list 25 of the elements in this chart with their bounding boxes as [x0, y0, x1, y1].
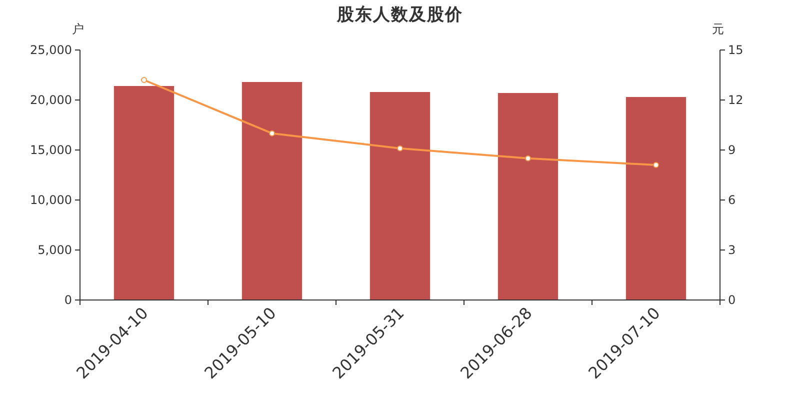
y-tick-label: 5,000 — [38, 243, 72, 257]
y2-tick-label: 9 — [728, 143, 736, 157]
point — [525, 155, 531, 162]
y-tick-label: 10,000 — [30, 193, 72, 207]
y-tick-label: 25,000 — [30, 43, 72, 57]
chart-title: 股东人数及股价 — [336, 5, 463, 25]
bar — [370, 92, 430, 300]
y2-tick-label: 0 — [728, 293, 736, 307]
y2-tick-label: 3 — [728, 243, 736, 257]
point — [269, 130, 275, 136]
y2-tick-label: 12 — [728, 93, 744, 107]
y2-axis-title: 元 — [712, 22, 724, 36]
y-tick-label: 20,000 — [30, 93, 72, 107]
bar — [498, 93, 558, 300]
y-axis-title: 户 — [72, 22, 84, 36]
bar — [242, 82, 302, 300]
y-tick-label: 0 — [64, 293, 72, 307]
point — [653, 162, 659, 168]
y2-tick-label: 6 — [728, 193, 736, 207]
point — [141, 77, 147, 83]
y2-tick-label: 15 — [728, 43, 744, 57]
point — [397, 145, 403, 152]
y-tick-label: 15,000 — [30, 143, 72, 157]
bar — [626, 97, 686, 300]
bar — [114, 86, 174, 300]
